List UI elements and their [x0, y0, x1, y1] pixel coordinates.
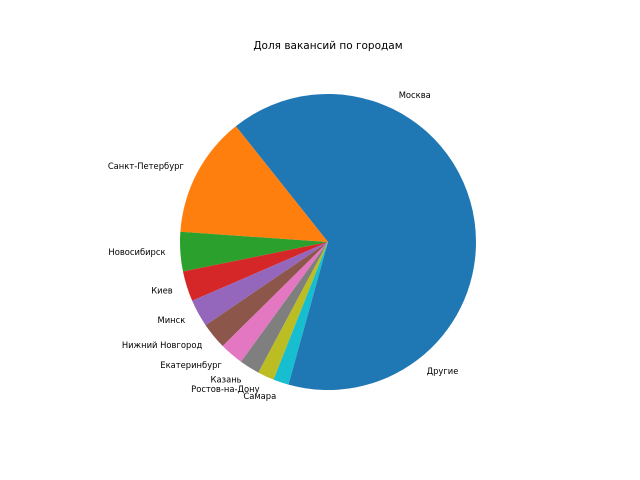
pie-label-5: Нижний Новгород — [122, 340, 203, 350]
pie-label-8: Ростов-на-Дону — [191, 384, 260, 394]
pie-labels: Москва Санкт-Петербург Новосибирск Киев Минс… — [108, 90, 459, 401]
pie-label-6: Екатеринбург — [160, 360, 222, 370]
pie-label-7: Казань — [211, 375, 242, 385]
pie-slice-6 — [222, 242, 328, 362]
pie-slice-2 — [179, 231, 328, 272]
pie-label-9: Самара — [243, 391, 276, 401]
pie-slice-4 — [192, 242, 328, 326]
pie-slice-10 — [288, 242, 476, 390]
pie-label-2: Новосибирск — [108, 247, 165, 257]
pie-slices — [179, 94, 477, 390]
pie-slice-8 — [258, 242, 328, 380]
pie-slice-7 — [241, 242, 328, 373]
pie-slice-5 — [205, 242, 328, 346]
pie-slice-3 — [182, 242, 328, 301]
pie-label-3: Киев — [151, 285, 173, 295]
pie-label-4: Минск — [158, 315, 186, 325]
pie-slice-1 — [180, 126, 328, 242]
pie-label-10: Другие — [427, 366, 459, 376]
pie-label-1: Санкт-Петербург — [108, 161, 184, 171]
pie-slice-9 — [273, 242, 328, 385]
pie-label-0: Москва — [399, 90, 431, 100]
pie-slice-0 — [235, 94, 477, 243]
chart-title: Доля вакансий по городам — [253, 40, 402, 52]
